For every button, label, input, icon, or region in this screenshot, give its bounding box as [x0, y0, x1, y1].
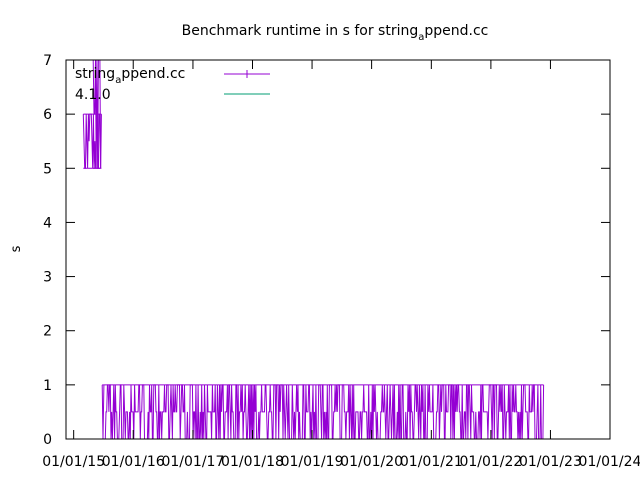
series-trace [101, 384, 105, 440]
legend: stringappend.cc 4.1.0 [75, 66, 270, 103]
y-tick-label: 1 [43, 378, 52, 394]
plot-frame [65, 59, 611, 440]
series-trace [103, 384, 545, 440]
legend-label-string-append: stringappend.cc [75, 66, 185, 86]
chart-title: Benchmark runtime in s for stringappend.… [182, 23, 489, 43]
y-tick-label: 4 [43, 215, 52, 231]
y-tick-label: 5 [43, 161, 52, 177]
y-tick-label: 6 [43, 107, 52, 123]
x-tick-label: 01/01/17 [161, 454, 224, 470]
series-trace [82, 113, 102, 169]
y-tick-label: 2 [43, 324, 52, 340]
x-axis: 01/01/1501/01/1601/01/1701/01/1801/01/19… [42, 60, 640, 470]
x-tick-label: 01/01/15 [42, 454, 105, 470]
plot-area [82, 59, 545, 440]
x-tick-label: 01/01/21 [400, 454, 463, 470]
y-tick-label: 7 [43, 53, 52, 69]
y-tick-label: 0 [43, 432, 52, 448]
series-0 [82, 59, 545, 440]
x-tick-label: 01/01/23 [519, 454, 582, 470]
y-axis-label: s [9, 245, 24, 252]
x-tick-label: 01/01/19 [281, 454, 344, 470]
x-tick-label: 01/01/22 [459, 454, 522, 470]
x-tick-label: 01/01/20 [340, 454, 403, 470]
x-tick-label: 01/01/24 [579, 454, 640, 470]
y-tick-label: 3 [43, 270, 52, 286]
x-tick-label: 01/01/18 [221, 454, 284, 470]
x-tick-label: 01/01/16 [102, 454, 165, 470]
legend-label-4-1-0: 4.1.0 [75, 87, 111, 103]
